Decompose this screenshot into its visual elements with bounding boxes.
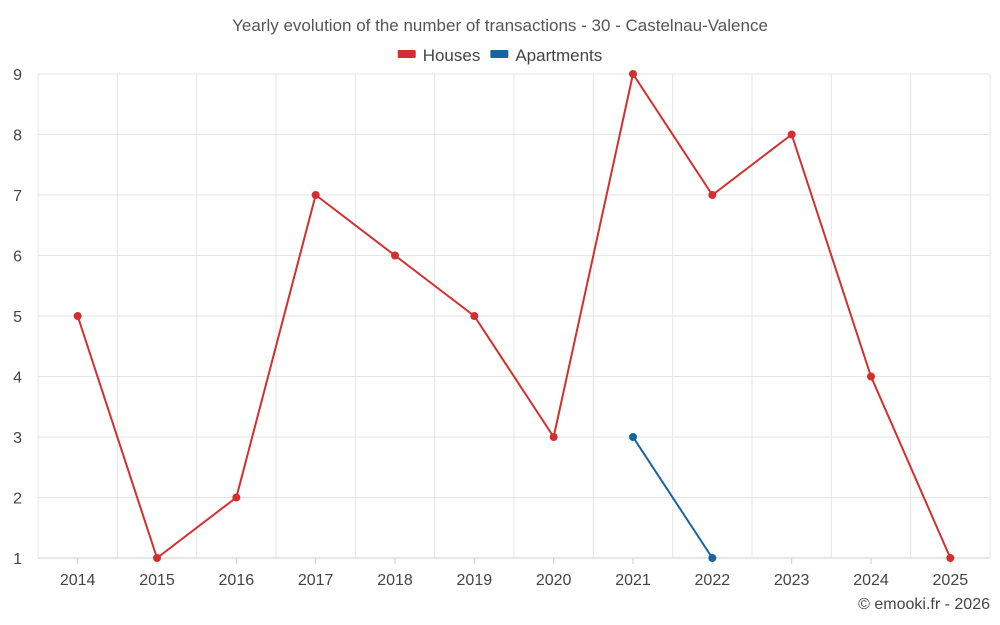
y-tick-label: 3 [13,430,22,447]
series-layer [73,70,955,562]
data-point-houses[interactable] [391,251,399,260]
data-point-houses[interactable] [708,191,717,199]
data-point-apartments[interactable] [708,554,717,562]
legend-label-apartments[interactable]: Apartments [515,46,602,65]
y-tick-label: 7 [13,188,22,205]
credit-text: © emooki.fr - 2026 [858,596,990,613]
series-apartments [629,433,717,562]
x-tick-label: 2025 [933,572,969,589]
data-point-houses[interactable] [470,312,479,320]
y-tick-label: 8 [13,128,22,145]
x-tick-label: 2023 [774,572,810,589]
legend-label-houses[interactable]: Houses [423,46,481,65]
x-tick-label: 2014 [60,572,96,589]
data-point-houses[interactable] [787,130,796,139]
x-tick-label: 2017 [298,572,334,589]
y-axis: 1 2 3 4 5 6 7 8 9 [13,67,22,568]
data-point-houses[interactable] [311,191,320,199]
y-tick-label: 9 [13,67,22,84]
data-point-houses[interactable] [946,554,955,562]
data-point-houses[interactable] [867,372,875,381]
series-line-houses [76,73,952,559]
data-point-houses[interactable] [232,493,241,502]
data-point-houses[interactable] [73,312,82,320]
grid [37,73,991,559]
x-tick-label: 2018 [377,572,413,589]
legend-swatch-houses [397,50,416,58]
y-tick-label: 2 [13,491,22,508]
x-tick-label: 2024 [853,572,889,589]
y-tick-label: 5 [13,309,22,326]
chart-title: Yearly evolution of the number of transa… [232,16,768,35]
series-houses [73,70,955,562]
x-tick-label: 2015 [139,572,175,589]
data-point-houses[interactable] [549,433,558,441]
x-tick-label: 2021 [615,572,651,589]
series-line-apartments [632,436,714,559]
x-tick-label: 2016 [219,572,255,589]
x-tick-label: 2022 [695,572,731,589]
data-point-houses[interactable] [629,70,637,78]
x-axis: 2014 2015 2016 2017 2018 2019 2020 2021 2022 2023… [60,558,968,589]
legend: Houses Apartments [397,46,602,65]
y-tick-label: 1 [13,551,22,568]
data-point-apartments[interactable] [629,433,637,441]
y-tick-label: 6 [13,249,22,266]
data-point-houses[interactable] [153,554,161,562]
x-tick-label: 2020 [536,572,572,589]
legend-swatch-apartments [490,50,509,58]
y-tick-label: 4 [13,370,22,387]
x-tick-label: 2019 [457,572,493,589]
